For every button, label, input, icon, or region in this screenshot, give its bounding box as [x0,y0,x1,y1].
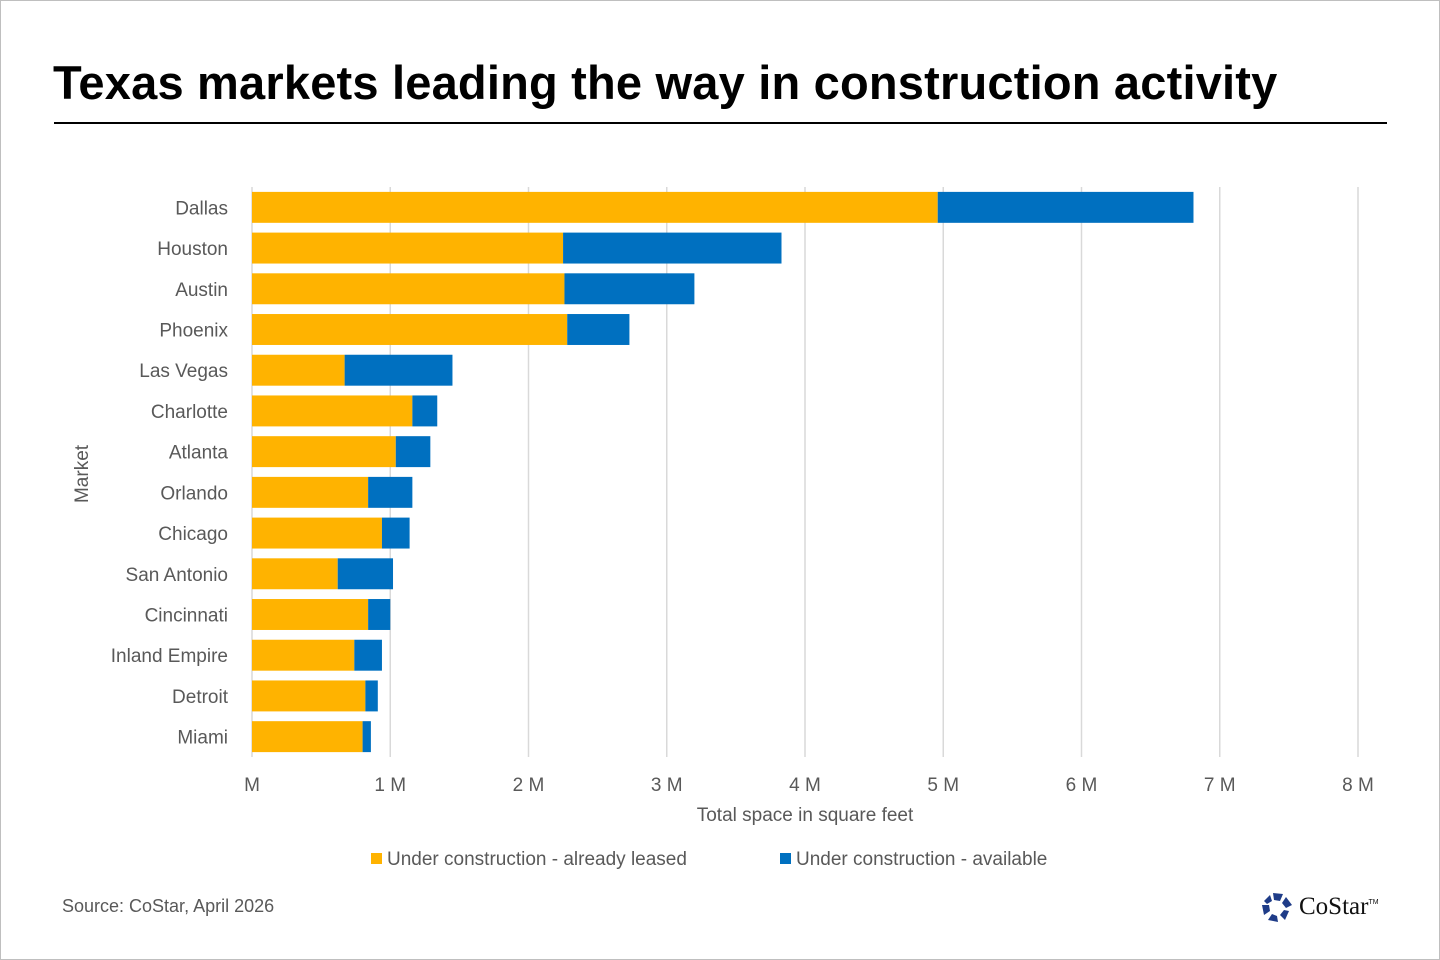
y-category-label: Phoenix [159,321,228,342]
bar-segment-leased [252,436,396,468]
bar-segment-available [564,273,695,305]
y-category-label: Dallas [175,198,228,219]
bar-segment-available [395,436,431,468]
y-axis-title: Market [72,444,93,503]
bar-segment-available [368,599,391,630]
bar-segment-leased [252,599,369,630]
costar-star-icon [1262,893,1292,922]
bar-segment-available [381,517,410,549]
bar-segment-available [412,395,438,427]
bar-segment-available [368,476,413,508]
title-divider [54,122,1387,124]
y-category-label: Miami [177,728,228,749]
legend-label: Under construction - available [796,849,1047,870]
x-tick-label: 5 M [927,775,959,796]
y-category-label: Chicago [158,524,228,545]
x-tick-label: 6 M [1066,775,1098,796]
bar-segment-leased [252,558,338,590]
x-tick-label: M [244,775,260,796]
y-category-label: Houston [157,239,228,260]
logo-text: CoStar [1299,893,1369,920]
y-category-label: Atlanta [169,443,229,464]
y-category-label: Charlotte [151,402,228,423]
bar-segment-leased [252,191,938,223]
x-tick-label: 2 M [513,775,545,796]
bar-segment-leased [252,232,564,264]
bar-segment-available [362,721,371,753]
y-category-label: Detroit [172,687,229,708]
logo-tm: TM [1368,899,1379,906]
costar-logo: CoStar TM [1261,891,1379,923]
bar-segment-available [344,354,453,386]
bar-segment-available [354,639,382,671]
bar-segment-leased [252,354,345,386]
bar-segment-leased [252,273,565,305]
chart-title: Texas markets leading the way in constru… [53,56,1278,109]
bar-segment-available [365,680,378,712]
x-tick-label: 4 M [789,775,821,796]
bar-segment-leased [252,639,355,671]
x-tick-label: 7 M [1204,775,1236,796]
source-note: Source: CoStar, April 2026 [62,896,275,916]
y-category-label: Orlando [160,483,228,504]
x-tick-label: 3 M [651,775,683,796]
bar-segment-leased [252,395,413,427]
x-tick-label: 1 M [374,775,406,796]
y-category-label: Cincinnati [145,606,228,627]
y-category-label: San Antonio [126,565,228,586]
y-category-label: Austin [175,280,228,301]
y-category-label: Inland Empire [111,646,228,667]
x-axis-title: Total space in square feet [697,805,914,826]
bar-segment-leased [252,517,382,549]
bar-segment-leased [252,314,568,345]
legend-label: Under construction - already leased [387,849,687,870]
y-category-label: Las Vegas [139,361,228,382]
bar-segment-available [337,558,394,590]
bar-segment-leased [252,476,369,508]
x-tick-label: 8 M [1342,775,1374,796]
bar-segment-leased [252,721,363,753]
bar-segment-available [937,191,1194,223]
bar-segment-available [563,232,782,264]
legend-swatch [371,853,382,864]
bar-segment-leased [252,680,366,712]
bar-segment-available [567,314,630,345]
legend-swatch [780,853,791,864]
